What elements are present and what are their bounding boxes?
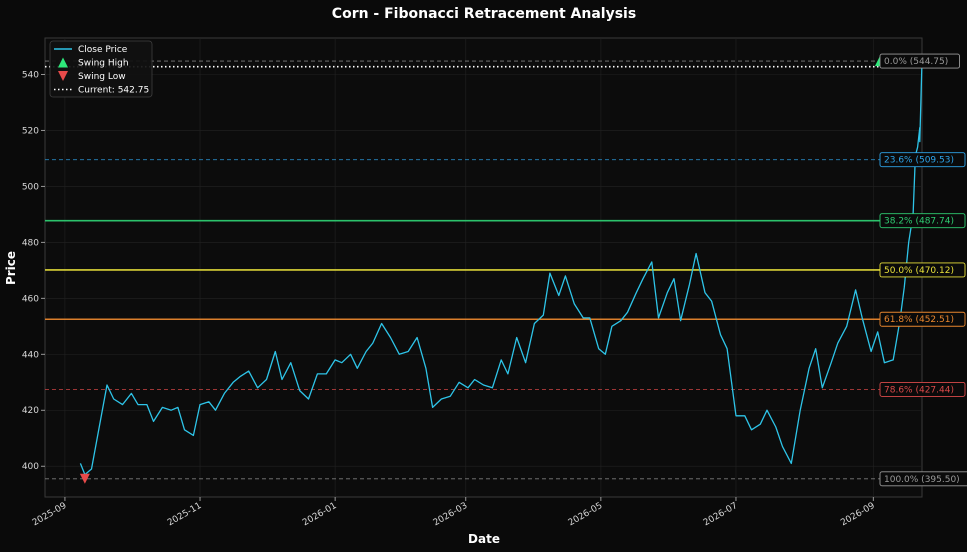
- legend-box: [49, 40, 153, 98]
- legend-label: Swing Low: [78, 72, 126, 82]
- fib-level-label: 23.6% (509.53): [884, 156, 954, 166]
- fib-levels: [45, 60, 922, 480]
- chart-title: Corn - Fibonacci Retracement Analysis: [332, 6, 636, 22]
- fib-level-box: [879, 471, 967, 487]
- fib-level-label: 78.6% (427.44): [884, 385, 954, 395]
- legend-label: Close Price: [78, 45, 128, 55]
- y-tick-label: 420: [22, 406, 39, 416]
- swing-low-marker: [79, 473, 90, 484]
- fib-level-box: [879, 311, 966, 327]
- legend-label: Current: 542.75: [78, 86, 149, 96]
- fib-level-label: 50.0% (470.12): [884, 266, 954, 276]
- grid: [45, 38, 922, 497]
- fib-level-label: 61.8% (452.51): [884, 315, 954, 325]
- fib-level-box: [879, 152, 966, 168]
- y-tick-label: 520: [22, 126, 39, 136]
- close-price-line: [79, 60, 923, 476]
- x-axis-title: Date: [468, 532, 500, 546]
- y-axis: 400 420 440 460 480 500 520 540: [22, 70, 45, 472]
- fib-level-box: [879, 53, 960, 69]
- y-tick-label: 440: [22, 350, 39, 360]
- fib-level-label: 100.0% (395.50): [884, 475, 960, 485]
- legend: Close Price Swing High Swing Low Current: 5…: [49, 40, 153, 98]
- fib-level-box: [879, 381, 966, 397]
- y-tick-label: 400: [22, 462, 39, 472]
- fib-level-box: [879, 213, 966, 229]
- fib-level-labels: 0.0% (544.75) 23.6% (509.53) 38.2% (487.74…: [879, 53, 967, 487]
- fib-level-box: [879, 262, 966, 278]
- legend-swatch-up: [58, 57, 68, 68]
- y-axis-title: Price: [4, 251, 18, 285]
- series: [79, 60, 923, 476]
- legend-swatch-down: [58, 71, 68, 81]
- y-tick-label: 500: [22, 182, 39, 192]
- plot-area: [44, 37, 923, 498]
- y-tick-label: 480: [22, 238, 39, 248]
- y-tick-label: 460: [22, 294, 39, 304]
- fib-level-label: 0.0% (544.75): [884, 57, 948, 67]
- y-tick-label: 540: [22, 70, 39, 80]
- legend-label: Swing High: [78, 59, 129, 69]
- fib-level-label: 38.2% (487.74): [884, 217, 954, 227]
